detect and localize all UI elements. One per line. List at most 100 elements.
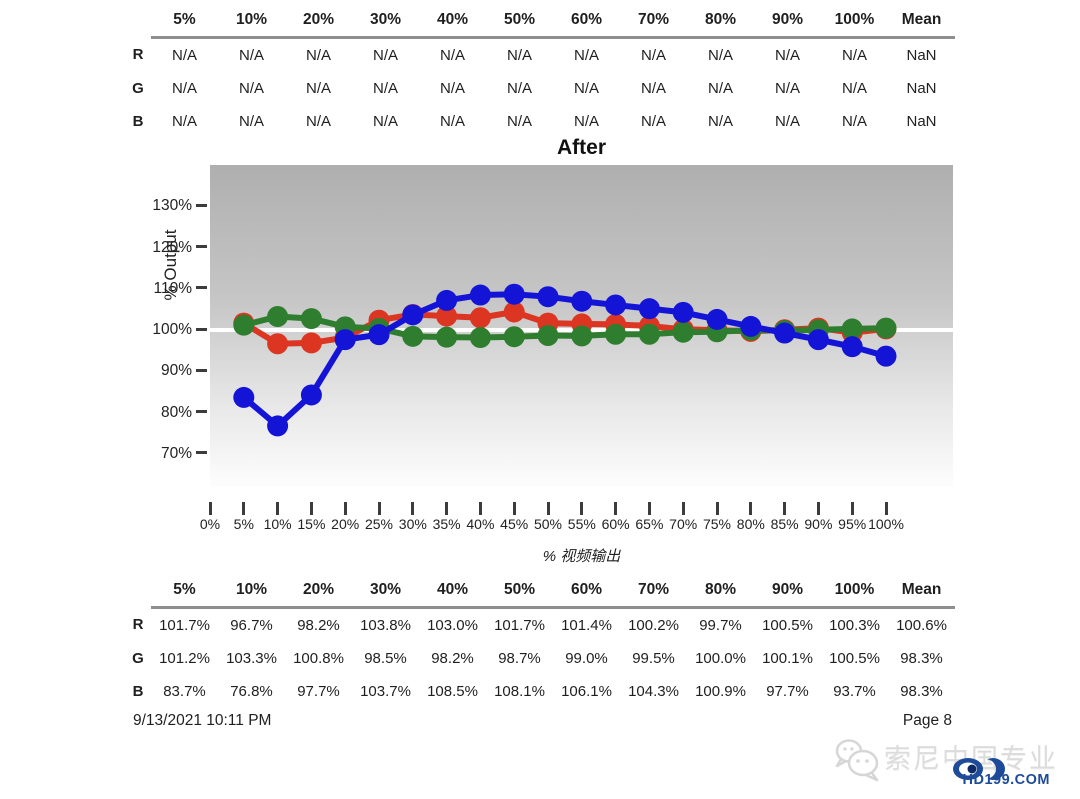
table-cell: 103.8% bbox=[360, 617, 411, 634]
table-cell: N/A bbox=[573, 47, 599, 64]
x-tick-mark bbox=[478, 502, 482, 515]
column-header: 90% bbox=[754, 573, 821, 609]
table-cell: N/A bbox=[238, 47, 264, 64]
table-cell: 100.5% bbox=[829, 650, 880, 667]
table-cell: 103.3% bbox=[226, 650, 277, 667]
x-tick-mark bbox=[546, 502, 550, 515]
table-cell: N/A bbox=[305, 113, 331, 130]
table-cell: N/A bbox=[171, 47, 197, 64]
footer-datetime: 9/13/2021 10:11 PM bbox=[133, 712, 272, 729]
rgb-table-values: 5% 10% 20% 30% 40% 50% 60% 70% 80% 90% 100% Mean R 10… bbox=[125, 573, 955, 708]
table-cell: NaN bbox=[906, 80, 937, 97]
data-point-B bbox=[774, 322, 796, 344]
y-tick-label: 70% bbox=[115, 444, 207, 464]
x-tick-label: 0% bbox=[199, 516, 221, 532]
column-header: Mean bbox=[888, 3, 955, 39]
table-cell: N/A bbox=[372, 113, 398, 130]
rgb-table-na: 5% 10% 20% 30% 40% 50% 60% 70% 80% 90% 100% Mean R N/… bbox=[125, 3, 955, 138]
table-cell: 100.8% bbox=[293, 650, 344, 667]
column-header: 90% bbox=[754, 3, 821, 39]
column-header: 60% bbox=[553, 3, 620, 39]
x-tick-mark bbox=[309, 502, 313, 515]
data-point-G bbox=[571, 325, 593, 347]
column-header: 10% bbox=[218, 3, 285, 39]
data-point-R bbox=[503, 301, 525, 323]
column-header: 20% bbox=[285, 3, 352, 39]
row-label: G bbox=[132, 80, 144, 97]
data-point-R bbox=[469, 307, 491, 329]
data-point-G bbox=[605, 323, 627, 345]
x-tick-label: 10% bbox=[263, 516, 292, 532]
data-point-B bbox=[469, 284, 491, 306]
data-series bbox=[233, 283, 897, 437]
table-cell: 103.0% bbox=[427, 617, 478, 634]
table-cell: 101.2% bbox=[159, 650, 210, 667]
data-point-G bbox=[638, 323, 660, 345]
data-point-B bbox=[300, 384, 322, 406]
table-cell: 98.5% bbox=[364, 650, 407, 667]
x-tick-mark bbox=[445, 502, 449, 515]
data-point-G bbox=[503, 326, 525, 348]
x-tick-mark bbox=[816, 502, 820, 515]
data-point-B bbox=[334, 329, 356, 351]
x-tick-label: 30% bbox=[398, 516, 427, 532]
y-tick-text: 130% bbox=[152, 197, 192, 215]
column-header: 80% bbox=[687, 573, 754, 609]
footer-page-number: Page 8 bbox=[902, 712, 952, 729]
table-cell: 100.3% bbox=[829, 617, 880, 634]
table-cell: 108.5% bbox=[427, 683, 478, 700]
column-header: 30% bbox=[352, 573, 419, 609]
column-header: 5% bbox=[151, 573, 218, 609]
data-point-B bbox=[368, 324, 390, 346]
row-label: B bbox=[132, 683, 144, 700]
column-header: 20% bbox=[285, 573, 352, 609]
y-tick-label: 90% bbox=[115, 361, 207, 381]
data-point-G bbox=[672, 321, 694, 343]
table-cell: N/A bbox=[774, 80, 800, 97]
table-cell: 99.0% bbox=[565, 650, 608, 667]
x-tick-label: 45% bbox=[500, 516, 529, 532]
table-cell: 97.7% bbox=[766, 683, 809, 700]
column-header: 60% bbox=[553, 573, 620, 609]
y-tick-label: 120% bbox=[115, 238, 207, 258]
x-tick-label: 70% bbox=[669, 516, 698, 532]
x-tick-label: 15% bbox=[297, 516, 326, 532]
table-cell: 100.5% bbox=[762, 617, 813, 634]
data-point-G bbox=[436, 326, 458, 348]
table-cell: 98.7% bbox=[498, 650, 541, 667]
table-cell: 100.1% bbox=[762, 650, 813, 667]
x-tick-mark bbox=[276, 502, 280, 515]
column-header: 70% bbox=[620, 3, 687, 39]
table-cell: 99.5% bbox=[632, 650, 675, 667]
table-cell: N/A bbox=[707, 113, 733, 130]
x-tick-label: 75% bbox=[702, 516, 732, 532]
data-point-G bbox=[267, 306, 289, 328]
data-point-B bbox=[672, 301, 694, 323]
y-tick-mark bbox=[196, 327, 207, 331]
row-label: G bbox=[132, 650, 144, 667]
y-tick-text: 100% bbox=[152, 321, 192, 339]
table-cell: 101.4% bbox=[561, 617, 612, 634]
table-row: B 83.7% 76.8% 97.7% 103.7% 108.5% 108.1% 106.1%… bbox=[125, 675, 955, 708]
data-point-B bbox=[841, 336, 863, 358]
x-tick-label: 95% bbox=[838, 516, 867, 532]
table-cell: 100.0% bbox=[695, 650, 746, 667]
x-tick-mark bbox=[512, 502, 516, 515]
chat-bubbles-icon bbox=[835, 739, 879, 782]
table-cell: N/A bbox=[774, 113, 800, 130]
data-point-B bbox=[267, 415, 289, 437]
table-cell: NaN bbox=[906, 47, 937, 64]
x-tick-label: 60% bbox=[601, 516, 630, 532]
data-point-B bbox=[503, 283, 525, 305]
row-label: R bbox=[132, 46, 144, 64]
table-row: G N/A N/A N/A N/A N/A N/A N/A N/A N/A N/A N/A NaN bbox=[125, 72, 955, 105]
x-tick-label: 80% bbox=[736, 516, 765, 532]
column-header: 50% bbox=[486, 573, 553, 609]
table-cell: 97.7% bbox=[297, 683, 340, 700]
table-row: R 101.7% 96.7% 98.2% 103.8% 103.0% 101.7% 101.4… bbox=[125, 608, 955, 643]
y-tick-label: 80% bbox=[115, 403, 207, 423]
x-tick-label: 90% bbox=[804, 516, 833, 532]
hd199-eye-logo-icon bbox=[953, 758, 1005, 780]
data-point-B bbox=[740, 315, 762, 337]
